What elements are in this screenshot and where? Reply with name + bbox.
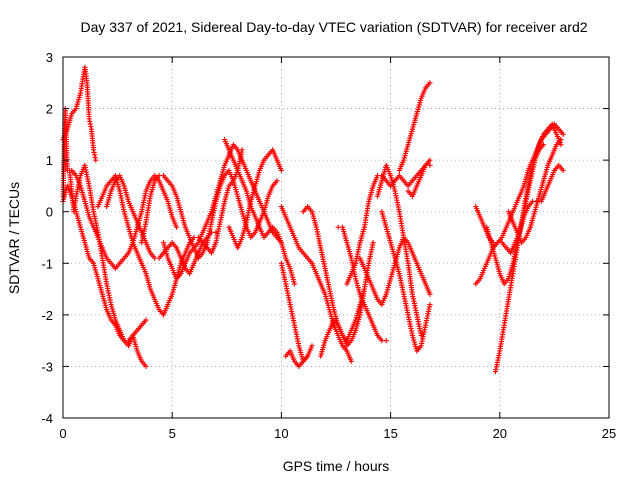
series-arc-10 xyxy=(226,147,284,251)
y-tick-label: 0 xyxy=(46,205,53,220)
series-arc-13 xyxy=(283,348,311,370)
x-tick-label: 20 xyxy=(493,426,507,441)
y-tick-label: -2 xyxy=(41,308,53,323)
series-arc-24 xyxy=(473,162,566,287)
series-arc-15 xyxy=(318,240,376,359)
data-point xyxy=(143,317,149,323)
series-arc-22 xyxy=(405,157,433,199)
y-tick-label: 2 xyxy=(46,102,53,117)
x-tick-label: 5 xyxy=(169,426,176,441)
series-arc-7 xyxy=(139,167,280,261)
series-arc-16 xyxy=(335,224,389,344)
data-point xyxy=(427,80,433,86)
y-axis-label: SDTVAR / TECUs xyxy=(6,182,22,294)
series-arc-5 xyxy=(95,147,245,318)
data-point xyxy=(274,178,280,184)
x-tick-label: 10 xyxy=(274,426,288,441)
plot-frame xyxy=(62,56,610,419)
x-tick-label: 15 xyxy=(383,426,397,441)
y-tick-label: -1 xyxy=(41,256,53,271)
data-point xyxy=(239,147,245,153)
data-point xyxy=(156,173,162,179)
series-arc-25 xyxy=(484,121,564,287)
x-tick-label: 0 xyxy=(59,426,66,441)
data-point xyxy=(427,301,433,308)
series-arc-8 xyxy=(160,142,284,282)
y-tick-label: 1 xyxy=(46,153,53,168)
data-point xyxy=(379,338,385,344)
y-tick-label: 3 xyxy=(46,50,53,65)
data-point xyxy=(370,240,376,246)
chart-title: Day 337 of 2021, Sidereal Day-to-day VTE… xyxy=(80,19,587,35)
data-point xyxy=(309,343,315,349)
data-point xyxy=(335,224,341,230)
data-point xyxy=(213,229,219,235)
series-arc-12 xyxy=(278,260,315,364)
data-point xyxy=(495,240,501,246)
data-point xyxy=(383,338,389,344)
series-arc-18 xyxy=(357,234,433,308)
series-arc-9 xyxy=(222,136,298,287)
data-point xyxy=(558,142,564,148)
data-point xyxy=(560,131,566,137)
data-point xyxy=(427,162,433,168)
data-point xyxy=(560,167,566,174)
y-tick-label: -3 xyxy=(41,359,53,374)
data-point xyxy=(558,136,564,143)
data-point xyxy=(191,234,197,241)
data-point xyxy=(152,255,158,261)
data-point xyxy=(305,353,311,359)
series-arc-20 xyxy=(379,209,433,354)
data-point xyxy=(291,281,298,287)
series-arc-11 xyxy=(278,203,354,364)
data-points xyxy=(60,64,566,375)
series-arc-26 xyxy=(492,142,547,375)
series-arc-21 xyxy=(396,80,433,174)
x-tick-label: 25 xyxy=(602,426,616,441)
data-point xyxy=(278,167,284,174)
data-point xyxy=(427,157,433,163)
series-arc-2 xyxy=(60,105,149,344)
data-point xyxy=(374,173,381,179)
series-arc-27 xyxy=(505,136,564,246)
data-point xyxy=(173,224,180,230)
data-point xyxy=(529,198,536,204)
y-tick-label: -4 xyxy=(41,411,53,426)
axis-ticks: 0 5 10 15 20 25 -4 -3 -2 -1 0 1 2 3 xyxy=(41,50,616,441)
data-point xyxy=(93,157,99,163)
data-point xyxy=(348,358,354,364)
data-point xyxy=(427,291,433,297)
x-axis-label: GPS time / hours xyxy=(283,458,390,474)
series-arc-19 xyxy=(374,162,424,339)
series-arc-4 xyxy=(69,167,180,272)
data-point xyxy=(540,142,547,148)
series-arc-3 xyxy=(60,183,149,370)
data-point xyxy=(143,363,149,370)
